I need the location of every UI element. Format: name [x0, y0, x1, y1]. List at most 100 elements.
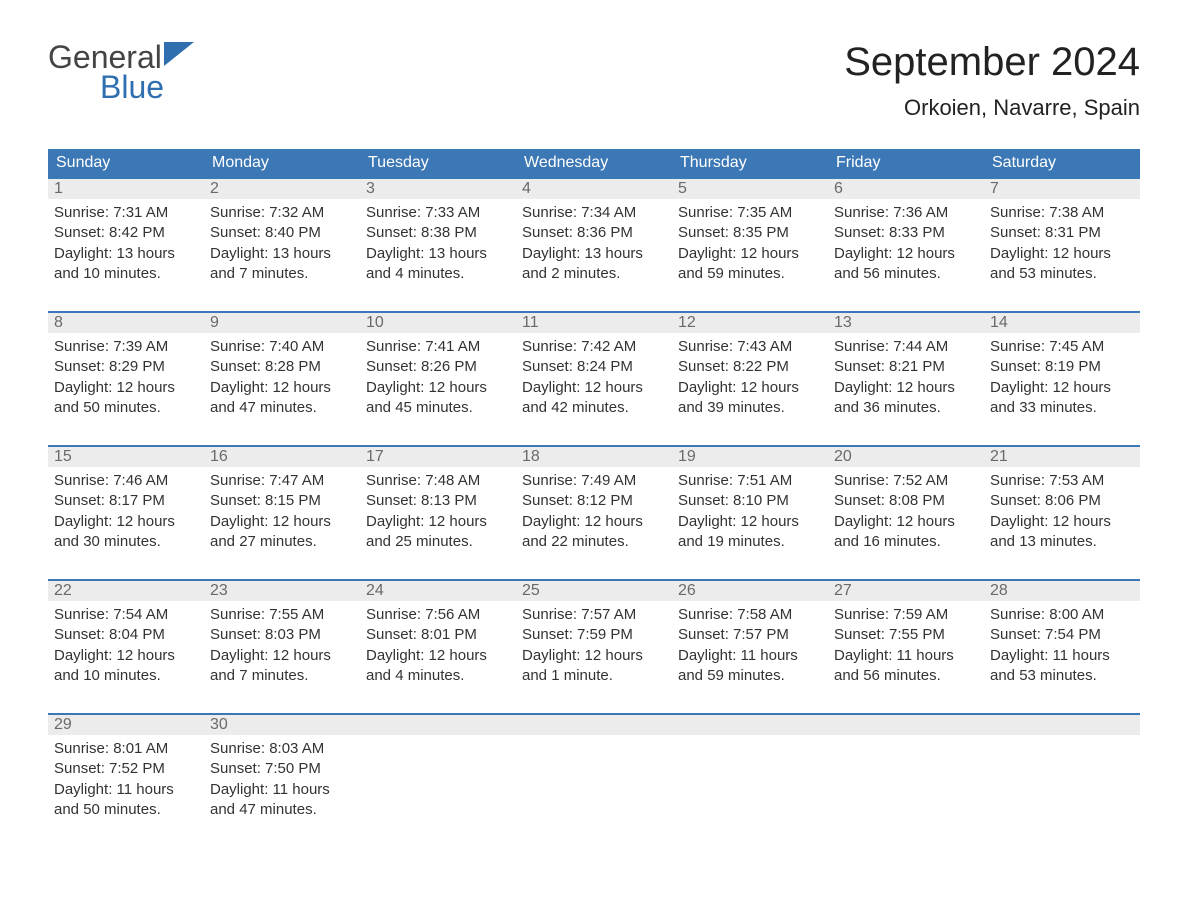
daylight-text: Daylight: 12 hours — [522, 512, 666, 532]
day-cell: Sunrise: 7:46 AMSunset: 8:17 PMDaylight:… — [48, 467, 204, 558]
daylight-text: Daylight: 12 hours — [522, 378, 666, 398]
day-cell: Sunrise: 7:55 AMSunset: 8:03 PMDaylight:… — [204, 601, 360, 692]
daylight-text: Daylight: 12 hours — [366, 512, 510, 532]
daylight-text2: and 53 minutes. — [990, 264, 1134, 284]
daylight-text: Daylight: 12 hours — [522, 646, 666, 666]
daylight-text: Daylight: 12 hours — [54, 378, 198, 398]
day-cell: Sunrise: 8:03 AMSunset: 7:50 PMDaylight:… — [204, 735, 360, 826]
day-cell: Sunrise: 7:38 AMSunset: 8:31 PMDaylight:… — [984, 199, 1140, 290]
daylight-text2: and 53 minutes. — [990, 666, 1134, 686]
day-number: 16 — [204, 446, 360, 467]
day-cell: Sunrise: 7:34 AMSunset: 8:36 PMDaylight:… — [516, 199, 672, 290]
sunset-text: Sunset: 7:52 PM — [54, 759, 198, 779]
logo-text: General Blue — [48, 40, 196, 103]
daylight-text: Daylight: 11 hours — [54, 780, 198, 800]
sunset-text: Sunset: 7:54 PM — [990, 625, 1134, 645]
sunset-text: Sunset: 8:28 PM — [210, 357, 354, 377]
daylight-text: Daylight: 12 hours — [834, 378, 978, 398]
sunrise-text: Sunrise: 7:44 AM — [834, 337, 978, 357]
day-number: 9 — [204, 312, 360, 333]
day-number: 1 — [48, 178, 204, 199]
sunset-text: Sunset: 8:17 PM — [54, 491, 198, 511]
daylight-text2: and 42 minutes. — [522, 398, 666, 418]
day-cell: Sunrise: 7:33 AMSunset: 8:38 PMDaylight:… — [360, 199, 516, 290]
day-number: 8 — [48, 312, 204, 333]
day-cell: Sunrise: 7:58 AMSunset: 7:57 PMDaylight:… — [672, 601, 828, 692]
sunrise-text: Sunrise: 7:47 AM — [210, 471, 354, 491]
sunrise-text: Sunrise: 7:46 AM — [54, 471, 198, 491]
day-cell — [828, 735, 984, 826]
daylight-text: Daylight: 12 hours — [990, 378, 1134, 398]
day-number: 3 — [360, 178, 516, 199]
daylight-text2: and 1 minute. — [522, 666, 666, 686]
day-number: 18 — [516, 446, 672, 467]
daylight-text2: and 16 minutes. — [834, 532, 978, 552]
sunset-text: Sunset: 8:31 PM — [990, 223, 1134, 243]
dow-header: Thursday — [672, 149, 828, 178]
daylight-text: Daylight: 12 hours — [834, 512, 978, 532]
day-number: 2 — [204, 178, 360, 199]
daylight-text: Daylight: 11 hours — [678, 646, 822, 666]
daylight-text2: and 50 minutes. — [54, 800, 198, 820]
daylight-text: Daylight: 12 hours — [210, 646, 354, 666]
daylight-text: Daylight: 12 hours — [678, 512, 822, 532]
day-number — [672, 714, 828, 735]
sunrise-text: Sunrise: 7:43 AM — [678, 337, 822, 357]
daylight-text2: and 30 minutes. — [54, 532, 198, 552]
dow-header: Sunday — [48, 149, 204, 178]
day-number: 5 — [672, 178, 828, 199]
sunset-text: Sunset: 7:55 PM — [834, 625, 978, 645]
day-cell: Sunrise: 7:48 AMSunset: 8:13 PMDaylight:… — [360, 467, 516, 558]
daylight-text: Daylight: 13 hours — [522, 244, 666, 264]
daylight-text: Daylight: 12 hours — [210, 378, 354, 398]
dow-header: Monday — [204, 149, 360, 178]
logo: General Blue — [48, 40, 196, 103]
daylight-text2: and 22 minutes. — [522, 532, 666, 552]
sunrise-text: Sunrise: 7:38 AM — [990, 203, 1134, 223]
title-block: September 2024 Orkoien, Navarre, Spain — [844, 40, 1140, 121]
day-cell: Sunrise: 7:54 AMSunset: 8:04 PMDaylight:… — [48, 601, 204, 692]
day-number: 10 — [360, 312, 516, 333]
daylight-text2: and 56 minutes. — [834, 666, 978, 686]
daylight-text2: and 39 minutes. — [678, 398, 822, 418]
sunrise-text: Sunrise: 7:56 AM — [366, 605, 510, 625]
daylight-text: Daylight: 13 hours — [54, 244, 198, 264]
sunset-text: Sunset: 7:57 PM — [678, 625, 822, 645]
day-cell: Sunrise: 7:52 AMSunset: 8:08 PMDaylight:… — [828, 467, 984, 558]
daylight-text: Daylight: 12 hours — [210, 512, 354, 532]
daylight-text2: and 13 minutes. — [990, 532, 1134, 552]
dow-header: Saturday — [984, 149, 1140, 178]
day-cell: Sunrise: 7:31 AMSunset: 8:42 PMDaylight:… — [48, 199, 204, 290]
day-number — [516, 714, 672, 735]
logo-word2: Blue — [48, 69, 164, 105]
daylight-text2: and 10 minutes. — [54, 264, 198, 284]
day-cell: Sunrise: 7:40 AMSunset: 8:28 PMDaylight:… — [204, 333, 360, 424]
sunrise-text: Sunrise: 7:49 AM — [522, 471, 666, 491]
day-cell: Sunrise: 7:53 AMSunset: 8:06 PMDaylight:… — [984, 467, 1140, 558]
daylight-text2: and 10 minutes. — [54, 666, 198, 686]
sunset-text: Sunset: 8:29 PM — [54, 357, 198, 377]
sunset-text: Sunset: 8:04 PM — [54, 625, 198, 645]
day-number — [828, 714, 984, 735]
day-number: 30 — [204, 714, 360, 735]
logo-flag-icon — [162, 39, 196, 75]
sunrise-text: Sunrise: 7:52 AM — [834, 471, 978, 491]
daylight-text2: and 19 minutes. — [678, 532, 822, 552]
day-number: 15 — [48, 446, 204, 467]
day-number: 24 — [360, 580, 516, 601]
sunset-text: Sunset: 8:13 PM — [366, 491, 510, 511]
daylight-text2: and 45 minutes. — [366, 398, 510, 418]
sunset-text: Sunset: 8:35 PM — [678, 223, 822, 243]
header: General Blue September 2024 Orkoien, Nav… — [48, 40, 1140, 121]
daylight-text: Daylight: 11 hours — [210, 780, 354, 800]
daylight-text2: and 59 minutes. — [678, 264, 822, 284]
sunrise-text: Sunrise: 7:31 AM — [54, 203, 198, 223]
day-number: 28 — [984, 580, 1140, 601]
day-number: 21 — [984, 446, 1140, 467]
daylight-text2: and 33 minutes. — [990, 398, 1134, 418]
day-number: 22 — [48, 580, 204, 601]
day-number: 14 — [984, 312, 1140, 333]
sunset-text: Sunset: 8:22 PM — [678, 357, 822, 377]
day-cell: Sunrise: 7:45 AMSunset: 8:19 PMDaylight:… — [984, 333, 1140, 424]
day-cell: Sunrise: 8:01 AMSunset: 7:52 PMDaylight:… — [48, 735, 204, 826]
